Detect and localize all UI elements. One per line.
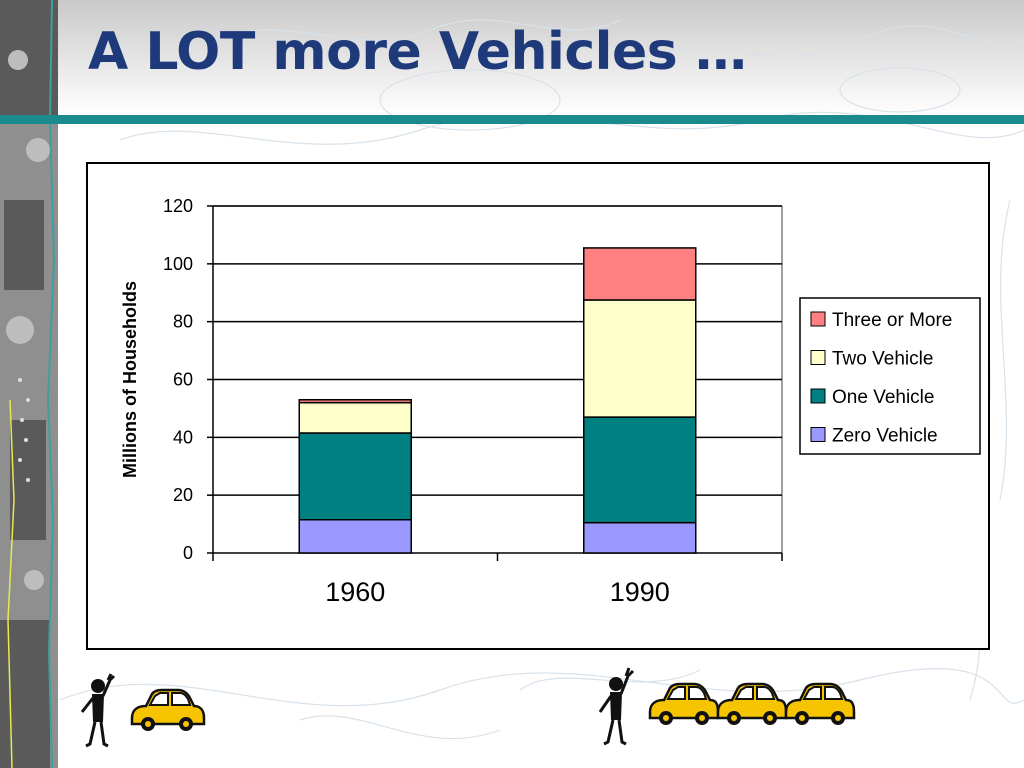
bar-two-vehicle-1990	[583, 299, 697, 418]
yellow-car-icon	[716, 682, 788, 725]
person-with-one-car	[80, 673, 206, 748]
yellow-car-icon	[648, 682, 720, 725]
map-strip	[0, 0, 58, 768]
slide-title: A LOT more Vehicles …	[88, 22, 747, 82]
yellow-car-icon	[784, 682, 856, 725]
title-divider	[0, 115, 1024, 124]
y-tick-label: 0	[183, 543, 193, 563]
legend-label-one-vehicle: One Vehicle	[832, 387, 934, 408]
y-tick-label: 80	[173, 312, 193, 332]
legend-label-zero-vehicle: Zero Vehicle	[832, 426, 938, 447]
legend-swatch-three-or-more	[810, 311, 826, 327]
y-tick-label: 120	[163, 196, 193, 216]
y-tick-label: 40	[173, 427, 193, 447]
y-tick-label: 60	[173, 370, 193, 390]
waving-stick-figure-icon	[80, 673, 116, 748]
legend-swatch-two-vehicle	[810, 350, 826, 365]
stacked-bar-chart: 0 20 40 60 80 100 120 1960 1990 Millions of House…	[120, 196, 981, 607]
bar-one-vehicle-1990	[583, 416, 697, 524]
chart-container: 0 20 40 60 80 100 120 1960 1990 Millions of House…	[86, 162, 990, 650]
waving-stick-figure-icon	[598, 667, 635, 746]
bar-three-or-more-1960	[298, 398, 412, 404]
bar-zero-vehicle-1990	[583, 521, 697, 554]
bar-one-vehicle-1960	[298, 432, 412, 521]
legend-swatch-one-vehicle	[810, 388, 826, 404]
person-with-three-cars	[598, 667, 856, 746]
y-tick-label: 100	[163, 254, 193, 274]
x-tick-label-1960: 1960	[325, 577, 385, 607]
yellow-car-icon	[130, 688, 206, 731]
legend-swatch-zero-vehicle	[810, 427, 826, 442]
legend	[799, 297, 981, 455]
bar-three-or-more-1990	[583, 247, 697, 301]
y-axis-label: Millions of Households	[120, 281, 140, 478]
legend-label-three-or-more: Three or More	[832, 310, 952, 331]
x-tick-label-1990: 1990	[610, 577, 670, 607]
bar-two-vehicle-1960	[298, 401, 412, 434]
y-tick-label: 20	[173, 485, 193, 505]
legend-label-two-vehicle: Two Vehicle	[832, 349, 933, 370]
bar-zero-vehicle-1960	[298, 518, 412, 554]
